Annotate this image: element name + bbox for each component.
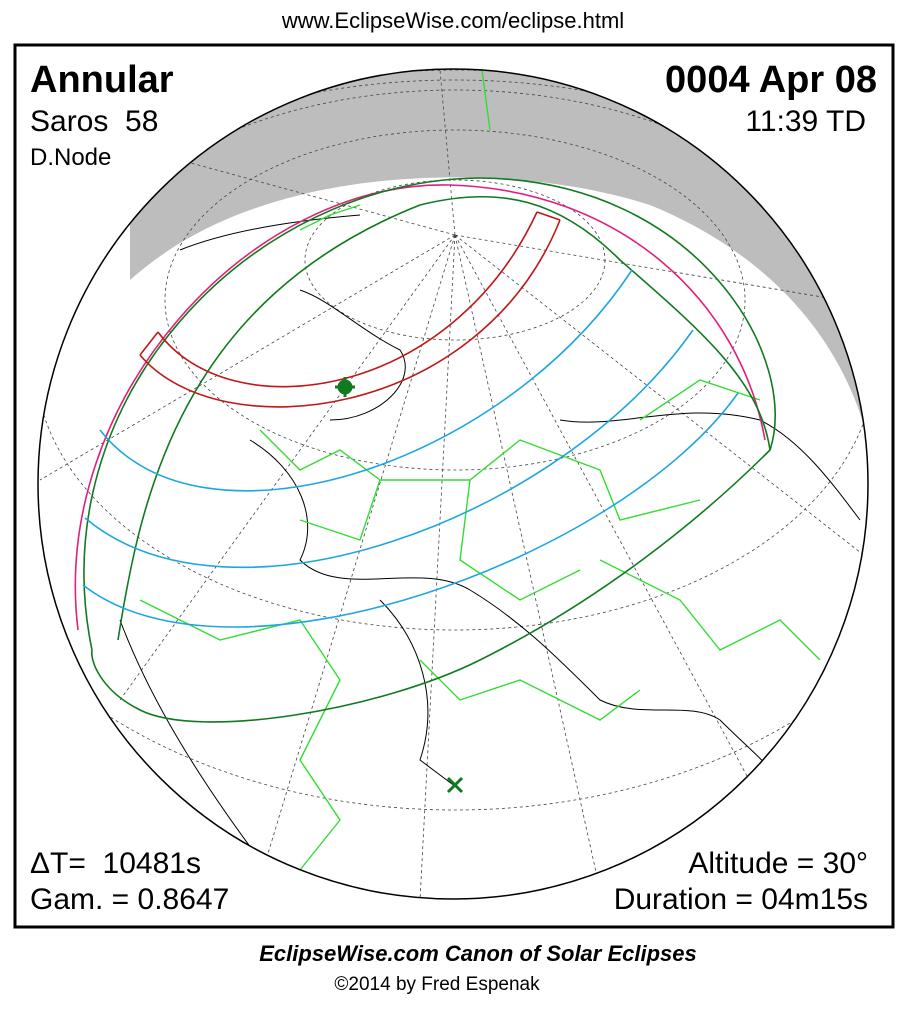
gamma: Gam. = 0.8647 [30,883,229,916]
copyright: ©2014 by Fred Espenak [334,974,540,995]
eclipse-paths [74,177,776,723]
url: www.EclipseWise.com/eclipse.html [281,8,624,33]
delta-t: ΔT= 10481s [30,847,201,880]
altitude: Altitude = 30° [688,847,868,880]
footer-title: EclipseWise.com Canon of Solar Eclipses [259,941,697,966]
date: 0004 Apr 08 [665,59,877,101]
node: D.Node [30,144,111,171]
borders [139,69,821,871]
time: 11:39 TD [745,105,866,138]
frame [13,43,895,929]
globe-outline [37,68,869,900]
eclipse-type: Annular [30,59,174,101]
saros: Saros 58 [30,105,158,138]
duration: Duration = 04m15s [614,883,868,916]
coastlines [119,214,861,861]
graticule [38,69,868,899]
markers [335,377,464,794]
